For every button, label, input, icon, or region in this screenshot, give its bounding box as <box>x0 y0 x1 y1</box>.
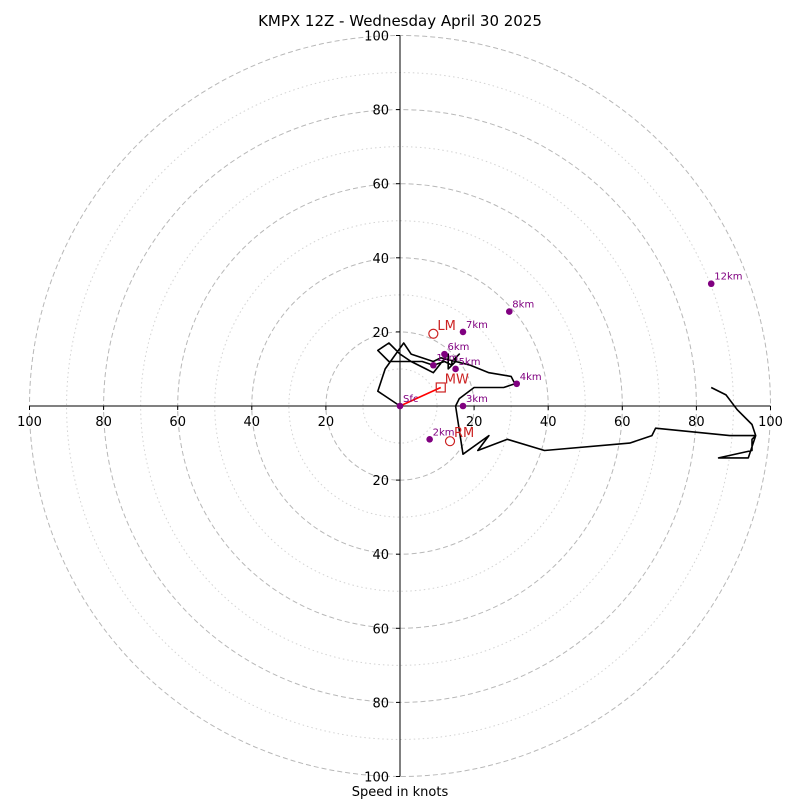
x-tick-label: 100 <box>758 415 783 430</box>
y-tick-label: 80 <box>372 104 389 119</box>
height-marker-label: 2km <box>433 427 455 438</box>
height-marker-label: 12km <box>714 272 742 283</box>
wind-profile-line <box>376 342 757 459</box>
y-tick-label: 40 <box>372 548 389 563</box>
x-axis-label: Speed in knots <box>352 785 449 800</box>
x-tick-label: 60 <box>169 415 186 430</box>
y-tick-label: 60 <box>372 622 389 637</box>
x-tick-label: 40 <box>540 415 557 430</box>
height-marker-label: 6km <box>447 342 469 353</box>
y-tick-label: 20 <box>372 326 389 341</box>
height-marker-dot <box>459 328 467 336</box>
y-tick-label: 100 <box>364 30 389 45</box>
x-tick-label: 40 <box>244 415 261 430</box>
storm-motion-marker <box>444 436 456 447</box>
storm-motion-label: RM <box>454 426 474 441</box>
y-tick-labels: 100 80 60 40 20 20 40 60 80 100 <box>364 30 400 786</box>
y-tick-label: 20 <box>372 474 389 489</box>
storm-motion-label: MW <box>445 372 469 387</box>
x-tick-label: 20 <box>318 415 335 430</box>
height-marker-dot <box>452 365 459 373</box>
x-tick-label: 80 <box>688 415 705 430</box>
y-tick-label: 40 <box>372 252 389 267</box>
height-marker-label: 1km <box>436 353 458 364</box>
height-marker-label: 7km <box>466 320 488 331</box>
height-marker-label: 8km <box>512 300 534 311</box>
storm-motion-marker <box>435 382 446 393</box>
storm-motions: LM RM MW <box>428 319 474 447</box>
height-marker-dot <box>707 280 715 288</box>
x-tick-label: 20 <box>466 415 483 430</box>
storm-motion-label: LM <box>437 319 455 334</box>
y-tick-label: 80 <box>372 696 389 711</box>
chart-title: KMPX 12Z - Wednesday April 30 2025 <box>258 12 542 30</box>
height-marker-label: Sfc <box>403 394 418 405</box>
x-tick-labels: 100 80 60 40 20 20 40 60 80 100 <box>17 406 783 430</box>
wind-profile <box>376 342 757 459</box>
shear-vector-group <box>399 386 442 407</box>
shear-vector-line <box>399 386 442 407</box>
height-marker-dot <box>505 308 513 315</box>
height-marker-dot <box>513 380 521 388</box>
height-marker-dot <box>426 436 433 443</box>
height-marker-dot <box>459 402 467 410</box>
height-marker-dot <box>441 350 448 358</box>
x-tick-label: 80 <box>95 415 112 430</box>
height-marker-label: 4km <box>520 372 542 383</box>
y-tick-label: 60 <box>372 178 389 193</box>
height-marker-dot <box>430 361 437 369</box>
y-tick-label: 100 <box>364 771 389 786</box>
height-marker-label: 3km <box>466 394 488 405</box>
height-markers: Sfc 1km 2km 3km 4km 5km 6km 7km 8km 12km <box>396 272 742 443</box>
height-marker-label: 5km <box>459 357 481 368</box>
height-marker-dot <box>396 402 404 410</box>
storm-motion-marker <box>428 328 439 339</box>
x-tick-label: 100 <box>17 415 42 430</box>
x-tick-label: 60 <box>614 415 631 430</box>
